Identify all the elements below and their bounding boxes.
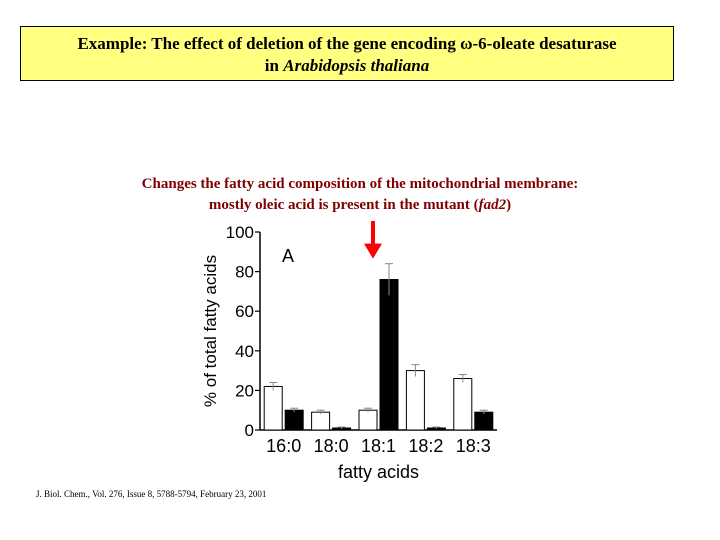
- x-tick-label: 18:0: [314, 436, 349, 456]
- bar: [453, 378, 473, 431]
- bar: [474, 411, 494, 431]
- panel-label: A: [282, 246, 294, 266]
- y-tick-label: 100: [226, 223, 254, 242]
- caption-line-2: mostly oleic acid is present in the muta…: [0, 195, 720, 216]
- y-tick-label: 0: [245, 421, 254, 440]
- bar: [379, 279, 399, 431]
- bar: [284, 409, 304, 431]
- caption-line2-prefix: mostly oleic acid is present in the muta…: [208, 197, 479, 213]
- mutant-name: fad2: [478, 197, 507, 213]
- omega-symbol: ω: [460, 34, 473, 53]
- y-tick-label: 20: [235, 381, 254, 400]
- x-tick-label: 18:1: [361, 436, 396, 456]
- y-tick-label: 60: [235, 302, 254, 321]
- highlight-arrow-head: [364, 243, 382, 259]
- bar: [358, 409, 378, 431]
- bar: [311, 411, 331, 431]
- x-tick-label: 18:2: [408, 436, 443, 456]
- title-box: Example: The effect of deletion of the g…: [20, 26, 674, 81]
- citation: J. Biol. Chem., Vol. 276, Issue 8, 5788-…: [36, 489, 267, 499]
- y-tick-label: 40: [235, 342, 254, 361]
- caption-line-1: Changes the fatty acid composition of th…: [141, 176, 579, 192]
- y-axis-title: % of total fatty acids: [201, 255, 220, 407]
- caption-line2-suffix: ): [506, 197, 512, 213]
- highlight-arrow-shaft: [371, 221, 375, 247]
- title-line-1: Example: The effect of deletion of the g…: [21, 33, 673, 55]
- title-line2-prefix: in: [264, 56, 284, 75]
- title-text-suffix: -6-oleate desaturase: [472, 34, 617, 53]
- x-axis-title: fatty acids: [338, 462, 419, 482]
- y-tick-label: 80: [235, 263, 254, 282]
- title-line-2: in Arabidopsis thaliana: [21, 55, 673, 77]
- bar: [405, 370, 425, 431]
- bar: [263, 385, 283, 431]
- x-tick-label: 18:3: [456, 436, 491, 456]
- caption: Changes the fatty acid composition of th…: [0, 174, 720, 216]
- x-tick-label: 16:0: [266, 436, 301, 456]
- title-text: Example: The effect of deletion of the g…: [77, 34, 461, 53]
- species-name: Arabidopsis thaliana: [283, 56, 430, 75]
